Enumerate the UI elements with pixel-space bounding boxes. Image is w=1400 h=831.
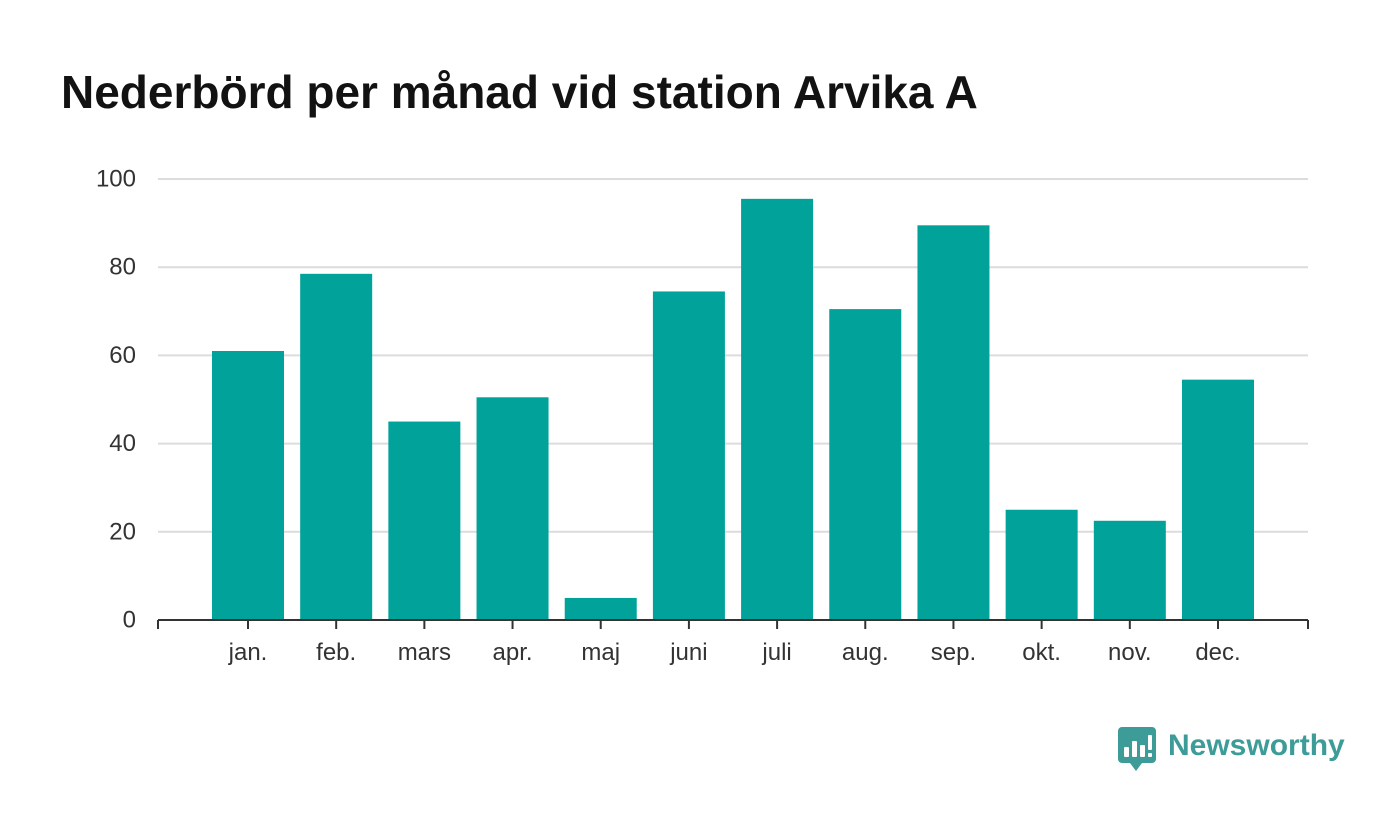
x-tick-labels: jan. feb. mars apr. maj juni juli aug. sep. okt. n…	[228, 639, 1241, 666]
brand-logo: Newsworthy	[1118, 727, 1345, 775]
x-tick-label: maj	[581, 639, 620, 666]
y-tick-label: 0	[123, 607, 136, 634]
newsworthy-logo-icon	[1118, 727, 1156, 771]
y-tick-label: 80	[109, 254, 136, 281]
x-tick-label: okt.	[1022, 639, 1061, 666]
bar	[212, 350, 284, 620]
x-tick-label: jan.	[228, 639, 268, 666]
bar	[300, 273, 373, 620]
x-tick-label: apr.	[493, 639, 533, 666]
chart-title: Nederbörd per månad vid station Arvika A	[61, 66, 978, 118]
y-tick-label: 40	[109, 430, 136, 457]
x-tick-label: juni	[669, 639, 707, 666]
x-tick-label: nov.	[1108, 639, 1152, 666]
bar	[917, 225, 990, 620]
bar	[829, 309, 902, 620]
bar	[1182, 379, 1254, 620]
bar	[476, 397, 549, 620]
bar	[564, 597, 637, 620]
axes	[157, 619, 1309, 629]
x-tick-label: mars	[398, 639, 451, 666]
y-tick-label: 100	[96, 166, 136, 193]
x-tick-label: juli	[761, 639, 791, 666]
bar	[652, 291, 725, 620]
bar	[388, 421, 461, 620]
y-tick-label: 60	[109, 342, 136, 369]
x-tick-label: aug.	[842, 639, 889, 666]
y-tick-labels: 0 20 40 60 80 100	[96, 166, 136, 634]
bar	[1093, 520, 1166, 620]
y-tick-label: 20	[109, 518, 136, 545]
bar	[1005, 509, 1078, 620]
bars	[212, 198, 1254, 620]
x-tick-label: feb.	[316, 639, 356, 666]
brand-name: Newsworthy	[1168, 729, 1345, 762]
bar	[741, 198, 814, 620]
x-tick-label: sep.	[931, 639, 976, 666]
x-tick-label: dec.	[1195, 639, 1240, 666]
